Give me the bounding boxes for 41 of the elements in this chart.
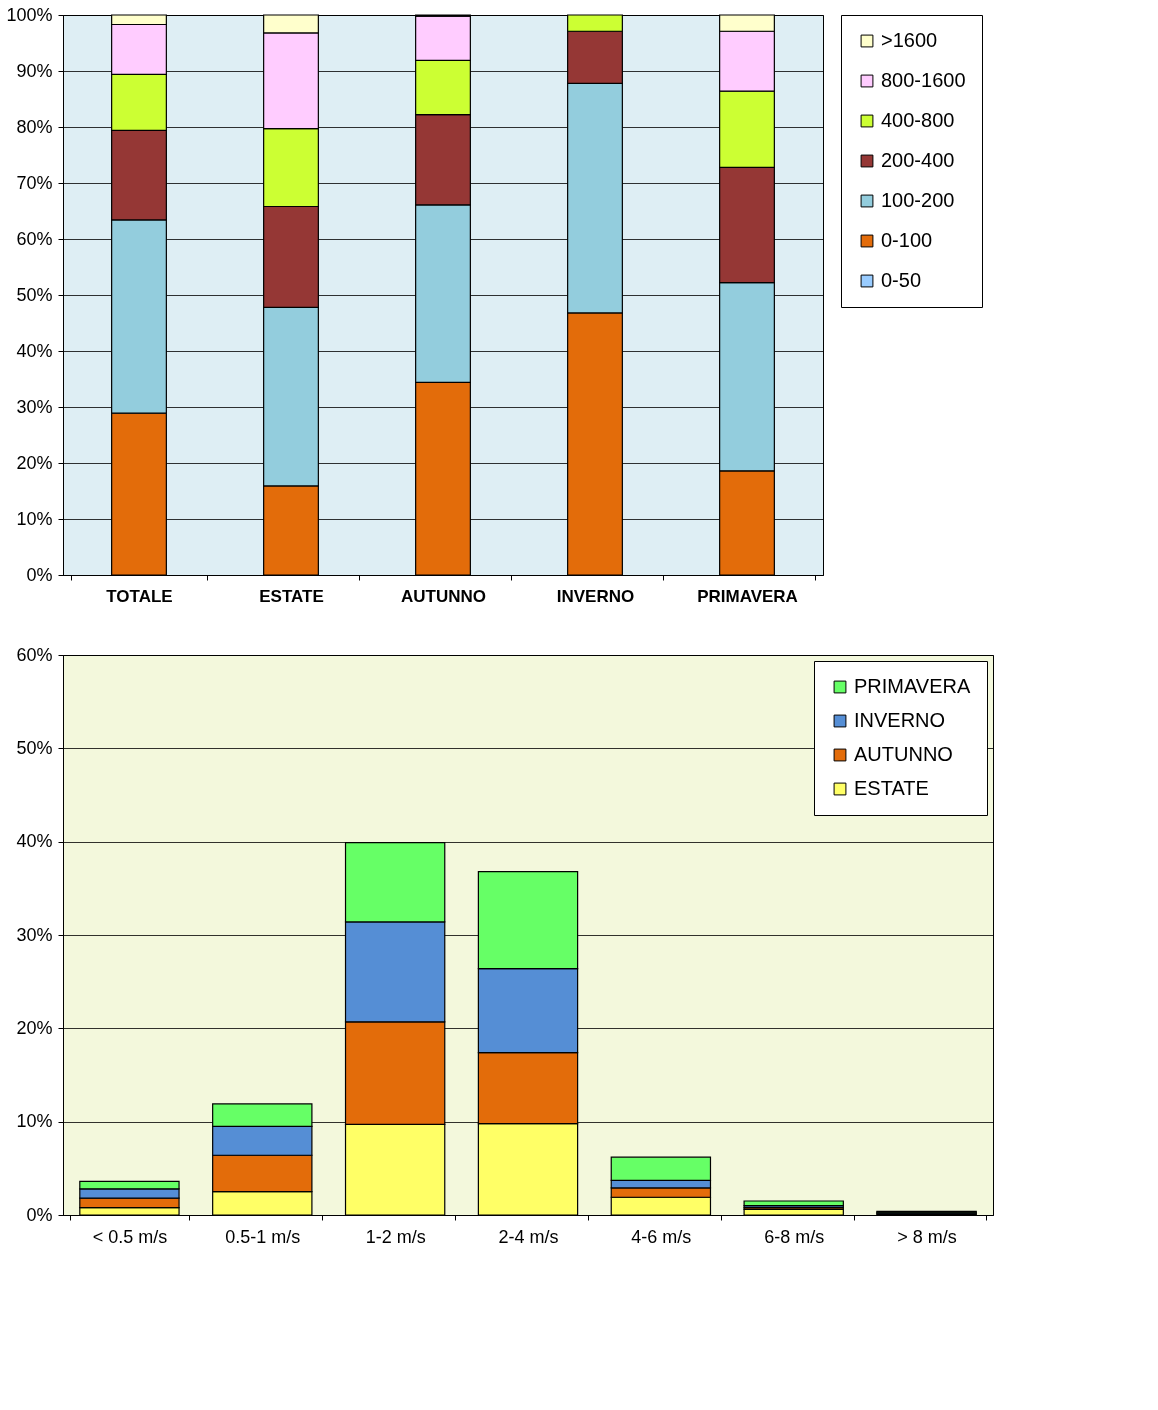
x-tick-label: < 0.5 m/s: [92, 1226, 168, 1247]
y-tick-label: 0%: [26, 564, 53, 585]
y-tick-label: 60%: [16, 644, 53, 665]
y-tick-label: 30%: [16, 396, 53, 417]
y-tick-label: 20%: [16, 1017, 53, 1038]
y-tick-label: 0%: [26, 1204, 53, 1225]
legend-label: 0-100: [881, 229, 933, 251]
y-tick-label: 90%: [16, 60, 53, 81]
x-tick-label: ESTATE: [259, 586, 324, 606]
y-tick-label: 80%: [16, 116, 53, 137]
legend-label: 800-1600: [881, 69, 966, 91]
x-tick-label: 1-2 m/s: [365, 1226, 426, 1247]
x-tick-label: AUTUNNO: [401, 586, 486, 606]
y-tick-label: 30%: [16, 924, 53, 945]
y-tick-label: 40%: [16, 831, 53, 852]
y-tick-label: 70%: [16, 172, 53, 193]
legend-label: 400-800: [881, 109, 955, 131]
y-tick-label: 50%: [16, 284, 53, 305]
x-tick-label: > 8 m/s: [897, 1226, 957, 1247]
x-tick-label: TOTALE: [106, 586, 173, 606]
y-tick-label: 60%: [16, 228, 53, 249]
legend-label: INVERNO: [854, 709, 946, 731]
legend-label: 200-400: [881, 149, 955, 171]
y-tick-label: 10%: [16, 508, 53, 529]
x-tick-label: INVERNO: [556, 586, 635, 606]
x-tick-label: PRIMAVERA: [697, 586, 798, 606]
y-tick-label: 20%: [16, 452, 53, 473]
y-tick-label: 50%: [16, 737, 53, 758]
x-tick-label: 6-8 m/s: [764, 1226, 825, 1247]
legend-label: ESTATE: [854, 777, 929, 799]
legend-label: 100-200: [881, 189, 955, 211]
legend-label: >1600: [881, 29, 938, 51]
x-tick-label: 2-4 m/s: [498, 1226, 559, 1247]
x-tick-label: 0.5-1 m/s: [225, 1226, 301, 1247]
legend-label: AUTUNNO: [854, 743, 953, 765]
y-tick-label: 40%: [16, 340, 53, 361]
legend-label: 0-50: [881, 269, 922, 291]
y-tick-label: 10%: [16, 1111, 53, 1132]
legend-label: PRIMAVERA: [854, 675, 971, 697]
y-tick-label: 100%: [6, 4, 53, 25]
x-tick-label: 4-6 m/s: [631, 1226, 692, 1247]
